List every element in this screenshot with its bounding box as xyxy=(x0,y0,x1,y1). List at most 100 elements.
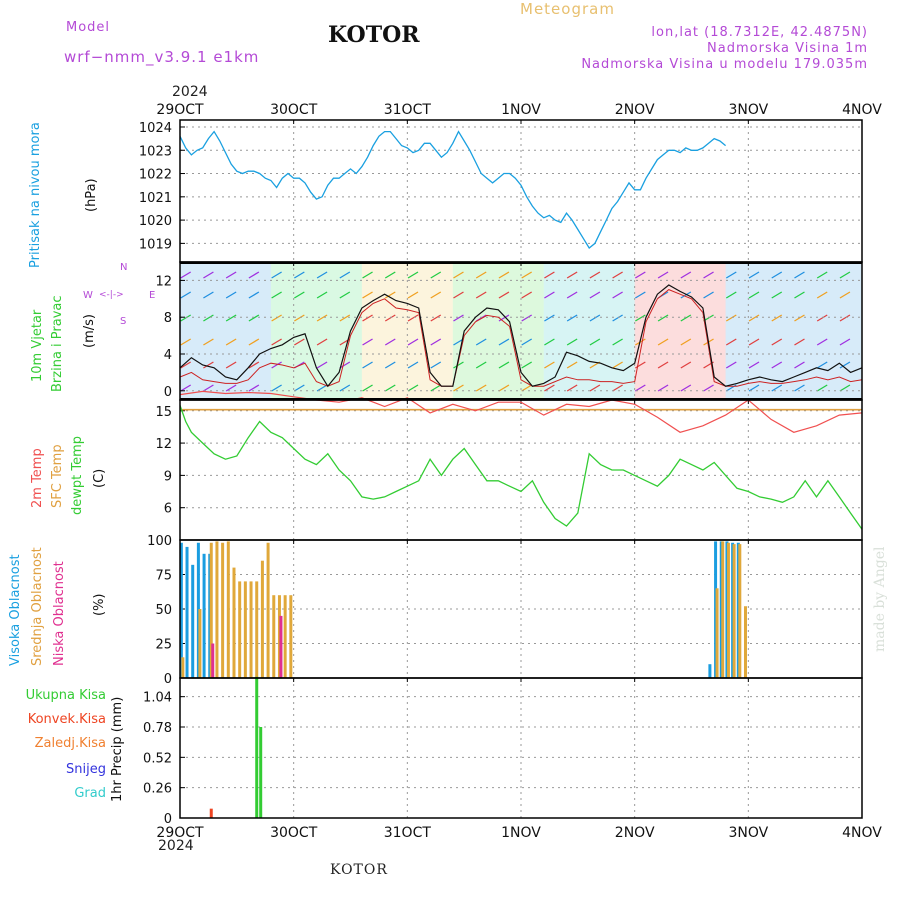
panel-frame-temperature xyxy=(179,399,863,541)
ytick-label-pressure-4: 1023 xyxy=(139,144,172,159)
wind-barb-91 xyxy=(203,338,214,346)
ytick-label-pressure-5: 1024 xyxy=(139,121,172,136)
wind-barb-9 xyxy=(384,271,396,279)
legend-conv-rain: Konvek.Kisa xyxy=(27,712,106,727)
wind-barb-65 xyxy=(294,314,305,322)
model-label: Model xyxy=(66,20,111,35)
wind-barb-164 xyxy=(498,384,510,392)
cloud-bar-high-0 xyxy=(179,542,183,678)
wind-barb-104 xyxy=(498,338,510,346)
wind-barb-172 xyxy=(680,384,692,392)
compass-n: N xyxy=(120,262,128,273)
wind-barb-173 xyxy=(703,384,714,392)
wind-barb-139 xyxy=(612,361,623,369)
x-label-top-4: 2NOV xyxy=(615,102,655,118)
x-label-top-1: 30OCT xyxy=(270,102,318,118)
ytick-label-wind-2: 8 xyxy=(164,311,172,326)
wind-barb-151 xyxy=(203,384,214,392)
x-label-top-3: 1NOV xyxy=(501,102,541,118)
wind-speed-line xyxy=(179,284,863,388)
wind-barb-152 xyxy=(225,384,237,392)
wind-barb-46 xyxy=(544,291,555,299)
wind-barb-141 xyxy=(657,361,669,369)
wind-barb-2 xyxy=(225,271,237,279)
cloud-bar-mid-15 xyxy=(283,595,287,678)
compass-w: W xyxy=(83,290,93,301)
x-label-bottom-2: 31OCT xyxy=(384,825,432,841)
wind-barb-170 xyxy=(635,384,646,392)
wind-barb-25 xyxy=(748,271,760,279)
cloud-bar-low-1 xyxy=(279,615,283,678)
wind-barb-76 xyxy=(544,314,555,322)
wind-barb-43 xyxy=(475,291,487,299)
wind-barb-56 xyxy=(771,291,783,299)
wind-barb-89 xyxy=(839,314,851,322)
wind-barb-147 xyxy=(794,361,805,369)
wind-barb-128 xyxy=(362,361,373,369)
wind-barb-107 xyxy=(566,338,578,346)
wind-barb-3 xyxy=(248,271,260,279)
wind-barb-7 xyxy=(339,271,351,279)
wind-barb-178 xyxy=(816,384,828,392)
wind-barb-53 xyxy=(703,291,714,299)
ytick-label-precip-0: 0 xyxy=(164,812,172,827)
wind-barb-88 xyxy=(816,314,828,322)
wind-barb-47 xyxy=(566,291,578,299)
wind-barb-82 xyxy=(680,314,692,322)
wind-barb-121 xyxy=(203,361,214,369)
wind-barb-112 xyxy=(680,338,692,346)
meteogram-label: Meteogram xyxy=(520,0,615,18)
wind-barb-135 xyxy=(521,361,533,369)
wind-barb-168 xyxy=(589,384,601,392)
wind-barb-156 xyxy=(316,384,328,392)
cloud-bar-mid-9 xyxy=(249,581,253,678)
wind-barb-28 xyxy=(816,271,828,279)
wind-barb-150 xyxy=(180,384,192,392)
cloud-bar-high-2 xyxy=(191,564,195,678)
wind-barb-99 xyxy=(384,338,396,346)
ytick-label-cloud-3: 75 xyxy=(155,569,172,584)
pressure-line xyxy=(179,130,727,249)
wind-barb-108 xyxy=(589,338,601,346)
wind-barb-27 xyxy=(794,271,805,279)
cloud-bar-mid-12 xyxy=(266,542,270,678)
cloud-bar-mid-8 xyxy=(243,581,247,678)
x-label-bottom-5: 3NOV xyxy=(728,825,768,841)
wind-barb-119 xyxy=(839,338,851,346)
wind-barb-118 xyxy=(816,338,828,346)
cloud-bar-mid-17 xyxy=(715,588,719,678)
cloud-bar-mid-2 xyxy=(209,542,213,678)
wind-barb-153 xyxy=(248,384,260,392)
wind-barb-133 xyxy=(475,361,487,369)
ytick-label-temperature-3: 15 xyxy=(155,405,172,420)
wind-barb-64 xyxy=(271,314,282,322)
wind-barb-160 xyxy=(407,384,419,392)
wind-barb-34 xyxy=(271,291,282,299)
wind-barb-132 xyxy=(453,361,464,369)
wind-barb-115 xyxy=(748,338,760,346)
wind-barb-61 xyxy=(203,314,214,322)
wind-band-1 xyxy=(270,262,362,400)
footer-label: KOTOR xyxy=(330,862,388,878)
ytick-label-cloud-4: 100 xyxy=(147,534,172,549)
wind-barb-74 xyxy=(498,314,510,322)
wind-barb-90 xyxy=(180,338,192,346)
wind-barb-154 xyxy=(271,384,282,392)
wind-barb-42 xyxy=(453,291,464,299)
wind-barb-36 xyxy=(316,291,328,299)
wind-barb-18 xyxy=(589,271,601,279)
wind-barb-106 xyxy=(544,338,555,346)
year-top: 2024 xyxy=(172,84,208,100)
wind-barb-105 xyxy=(521,338,533,346)
wind-barb-41 xyxy=(430,291,442,299)
wind-barb-149 xyxy=(839,361,851,369)
page-title: KOTOR xyxy=(328,22,420,48)
legend-frz-rain: Zaledj.Kisa xyxy=(34,736,106,751)
wind-barb-130 xyxy=(407,361,419,369)
wind-barb-117 xyxy=(794,338,805,346)
wind-barb-161 xyxy=(430,384,442,392)
cloud-bar-mid-11 xyxy=(260,560,264,678)
wind-barb-86 xyxy=(771,314,783,322)
wind-barb-100 xyxy=(407,338,419,346)
wind-barb-129 xyxy=(384,361,396,369)
